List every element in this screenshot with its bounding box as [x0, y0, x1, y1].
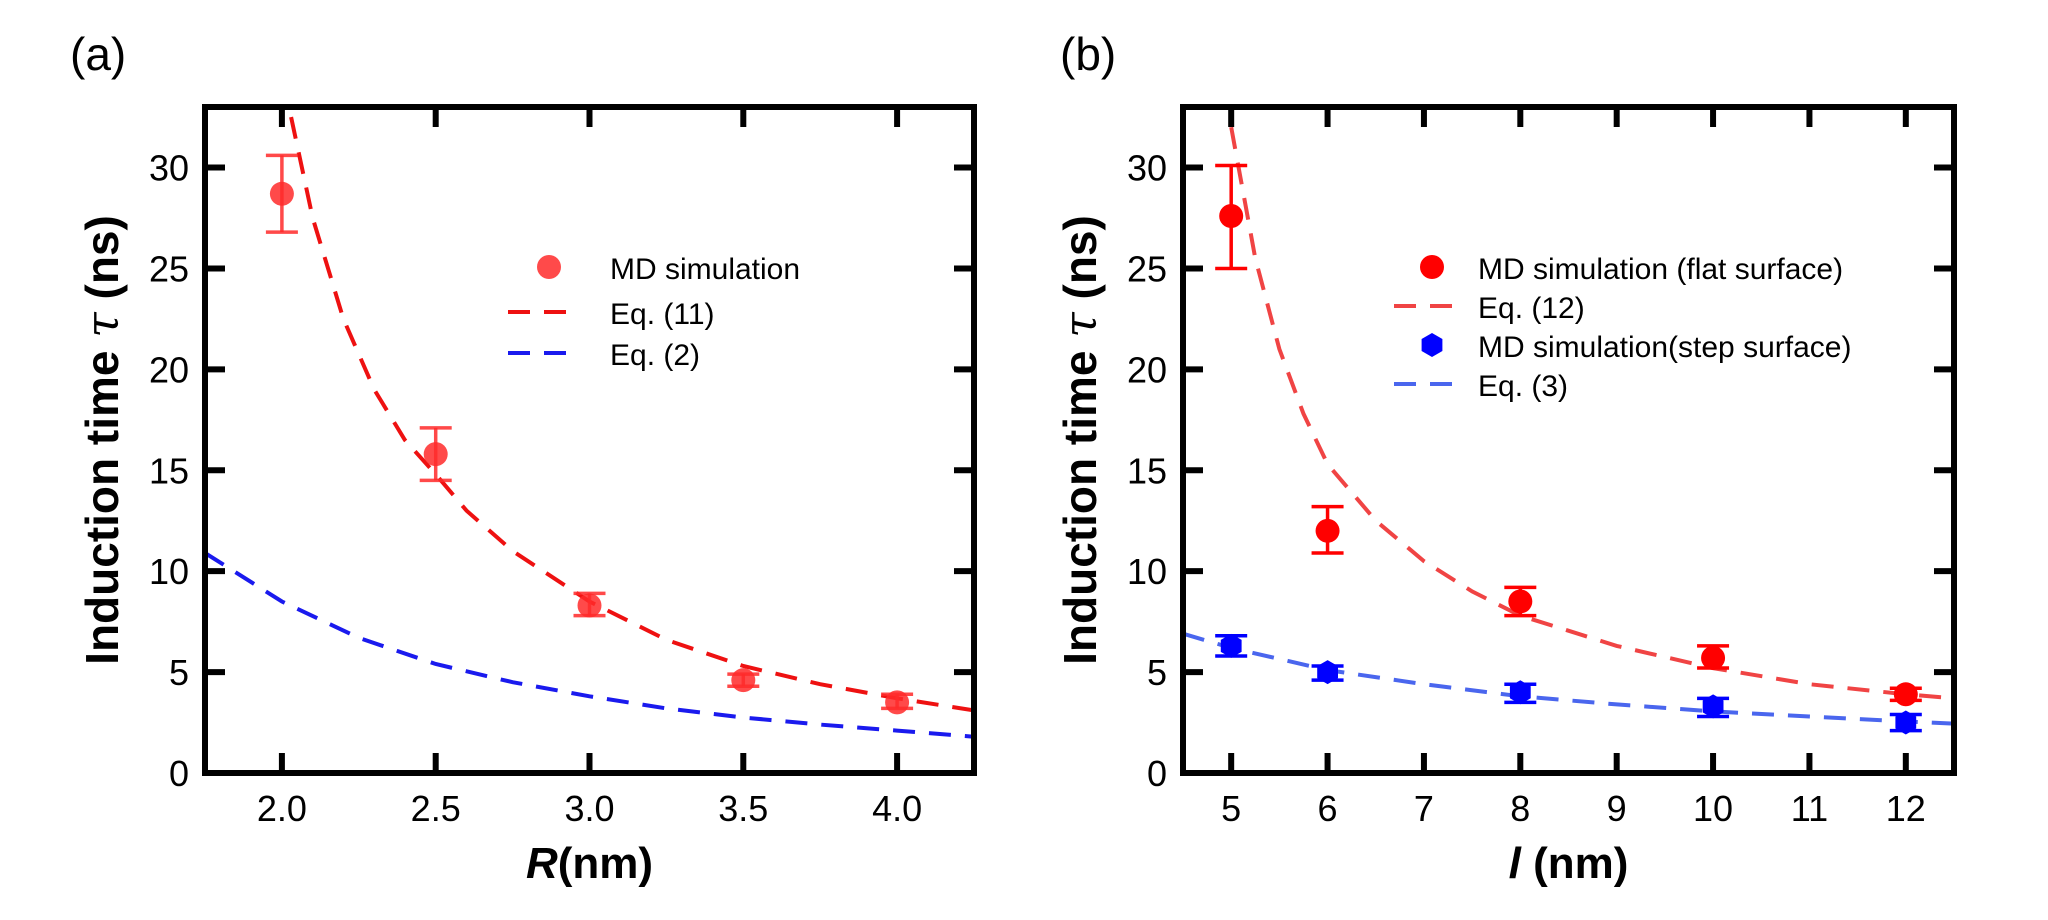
y-tick-label: 15: [149, 450, 189, 491]
legend-item: MD simulation: [537, 253, 800, 286]
series-points: [1215, 163, 1922, 707]
legend: MD simulation (flat surface) Eq. (12) MD s…: [1394, 253, 1851, 403]
legend-label: Eq. (3): [1478, 370, 1568, 403]
data-point: [1220, 633, 1242, 658]
panel-label: (b): [1060, 28, 1116, 80]
legend-item: Eq. (12): [1394, 292, 1585, 325]
x-tick-label: 6: [1318, 788, 1338, 829]
legend-label: MD simulation (flat surface): [1478, 253, 1843, 286]
x-axis-label: l (nm): [1509, 839, 1629, 888]
legend-item: MD simulation(step surface): [1421, 331, 1851, 364]
plot-frame: [1180, 104, 1957, 776]
series-line: [1183, 631, 1954, 726]
x-tick-label: 4.0: [872, 788, 922, 829]
data-point: [1509, 680, 1531, 705]
x-axis-label-var: R: [526, 839, 558, 888]
legend-label: Eq. (12): [1478, 292, 1585, 325]
y-tick-label: 5: [1147, 652, 1167, 693]
legend-marker-circle: [1420, 255, 1444, 279]
legend-label: Eq. (11): [610, 298, 715, 331]
x-tick-label: 5: [1221, 788, 1241, 829]
x-tick-label: 3.5: [718, 788, 768, 829]
y-tick-label: 30: [149, 148, 189, 189]
x-tick-label: 9: [1607, 788, 1627, 829]
y-axis-label-text: Induction time: [76, 338, 128, 665]
series-line: [205, 551, 974, 739]
panel-b: (b) 5 6 7 8 9 10 11 12 0 5 10 15 20 25 30 l (nm) Inductio…: [1053, 28, 1957, 888]
data-point: [1508, 589, 1533, 614]
y-tick-label: 20: [1127, 349, 1167, 390]
panel-label: (a): [70, 28, 126, 80]
data-point: [731, 668, 756, 693]
panel-a: (a) 2.0 2.5 3.0 3.5 4.0 0 5 10 15 20 25 30 R(nm) Induc…: [70, 28, 977, 888]
x-axis-label-var: l: [1509, 839, 1522, 888]
plot-area: [205, 116, 974, 739]
legend-label: Eq. (2): [610, 339, 700, 372]
y-tick-label: 0: [1147, 753, 1167, 794]
y-axis-label: Induction time τ (ns): [1053, 215, 1107, 665]
x-tick-label: 10: [1693, 788, 1733, 829]
data-point: [1893, 682, 1918, 707]
y-axis-label-text: Induction time: [1054, 338, 1106, 665]
legend-label: MD simulation(step surface): [1478, 331, 1851, 364]
data-point: [1315, 518, 1340, 543]
x-tick-label: 12: [1886, 788, 1926, 829]
data-point: [1702, 694, 1724, 719]
legend-item: MD simulation (flat surface): [1420, 253, 1843, 286]
data-point: [577, 593, 602, 618]
y-tick-label: 15: [1127, 450, 1167, 491]
y-tick-label: 30: [1127, 148, 1167, 189]
x-axis-label-unit: (nm): [558, 839, 653, 888]
series-points: [1215, 633, 1922, 735]
data-point: [1317, 660, 1338, 685]
legend-marker-circle: [537, 255, 561, 279]
legend: MD simulation Eq. (11) Eq. (2): [508, 253, 800, 372]
y-axis-label-unit: (ns): [76, 215, 128, 312]
data-point: [269, 181, 294, 206]
data-point: [423, 442, 448, 467]
data-point: [885, 690, 910, 715]
y-tick-label: 25: [1127, 248, 1167, 289]
y-tick-label: 25: [149, 248, 189, 289]
y-tick-label: 5: [169, 652, 189, 693]
y-tick-label: 10: [1127, 551, 1167, 592]
x-tick-label: 3.0: [564, 788, 614, 829]
y-tick-label: 20: [149, 349, 189, 390]
y-axis-label: Induction time τ (ns): [75, 215, 129, 665]
x-tick-label: 8: [1510, 788, 1530, 829]
plot-area: [1183, 126, 1954, 735]
plot-frame: [202, 104, 977, 776]
y-axis-label-symbol: τ: [1053, 311, 1107, 338]
legend-item: Eq. (11): [508, 298, 715, 331]
y-axis-label-unit: (ns): [1054, 215, 1106, 312]
x-tick-label: 7: [1414, 788, 1434, 829]
series-line: [1229, 126, 1954, 701]
x-tick-label: 2.5: [411, 788, 461, 829]
legend-label: MD simulation: [610, 253, 800, 286]
legend-item: Eq. (3): [1394, 370, 1568, 403]
x-axis-label: R(nm): [526, 839, 653, 888]
x-axis-label-unit: (nm): [1521, 839, 1629, 888]
data-point: [1701, 645, 1726, 670]
x-tick-label: 2.0: [257, 788, 307, 829]
data-point: [1219, 203, 1244, 228]
legend-marker-hexagon: [1421, 333, 1443, 357]
y-tick-label: 0: [169, 753, 189, 794]
y-tick-label: 10: [149, 551, 189, 592]
legend-item: Eq. (2): [508, 339, 700, 372]
series-points: [265, 153, 914, 715]
series-line: [289, 116, 974, 713]
y-axis-label-symbol: τ: [75, 311, 129, 338]
data-point: [1895, 710, 1917, 735]
x-tick-label: 11: [1791, 788, 1828, 829]
